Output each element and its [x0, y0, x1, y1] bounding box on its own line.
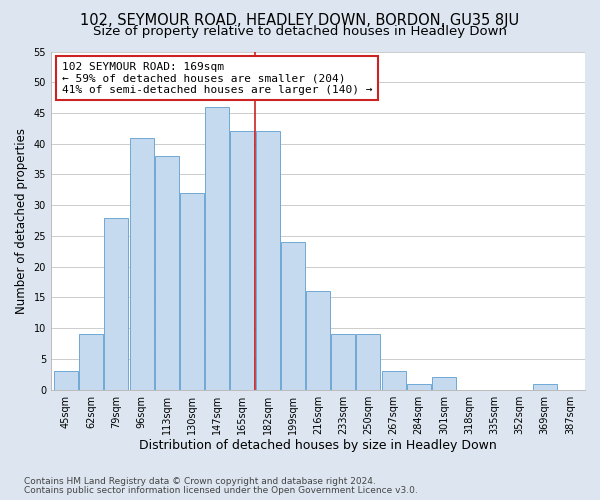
Bar [155, 156, 179, 390]
Text: Size of property relative to detached houses in Headley Down: Size of property relative to detached ho… [93, 25, 507, 38]
Bar [331, 334, 355, 390]
Bar [230, 132, 254, 390]
Bar [432, 378, 456, 390]
Y-axis label: Number of detached properties: Number of detached properties [15, 128, 28, 314]
Bar [382, 372, 406, 390]
X-axis label: Distribution of detached houses by size in Headley Down: Distribution of detached houses by size … [139, 440, 497, 452]
Bar [130, 138, 154, 390]
Bar [256, 132, 280, 390]
Bar [104, 218, 128, 390]
Text: 102 SEYMOUR ROAD: 169sqm
← 59% of detached houses are smaller (204)
41% of semi-: 102 SEYMOUR ROAD: 169sqm ← 59% of detach… [62, 62, 372, 95]
Bar [533, 384, 557, 390]
Bar [54, 372, 78, 390]
Bar [79, 334, 103, 390]
Bar [407, 384, 431, 390]
Text: 102, SEYMOUR ROAD, HEADLEY DOWN, BORDON, GU35 8JU: 102, SEYMOUR ROAD, HEADLEY DOWN, BORDON,… [80, 12, 520, 28]
Bar [356, 334, 380, 390]
Bar [281, 242, 305, 390]
Bar [306, 292, 330, 390]
Text: Contains HM Land Registry data © Crown copyright and database right 2024.: Contains HM Land Registry data © Crown c… [24, 477, 376, 486]
Text: Contains public sector information licensed under the Open Government Licence v3: Contains public sector information licen… [24, 486, 418, 495]
Bar [205, 107, 229, 390]
Bar [180, 193, 204, 390]
